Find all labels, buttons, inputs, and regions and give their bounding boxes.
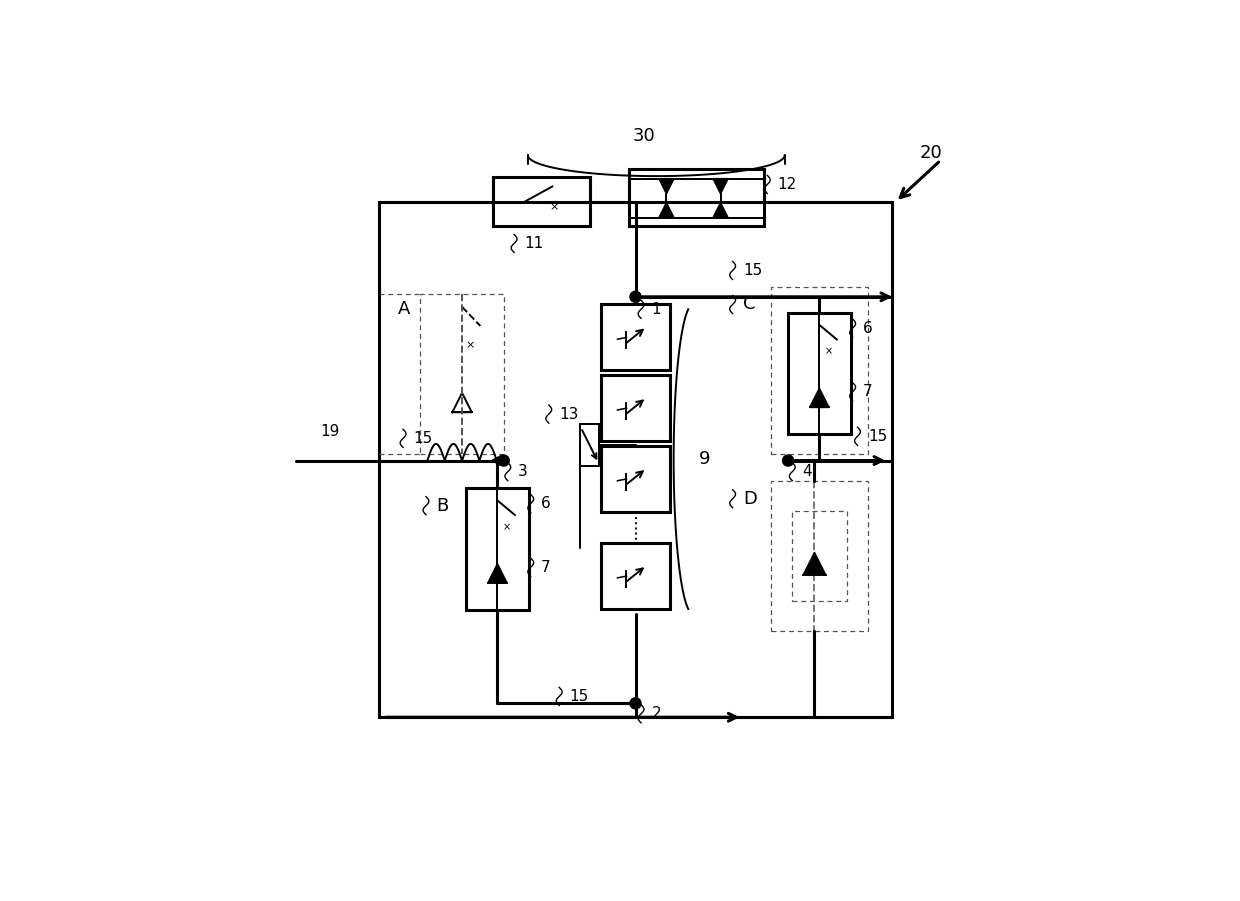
Text: 20: 20 xyxy=(920,144,942,162)
Text: 1: 1 xyxy=(651,302,661,317)
Text: 13: 13 xyxy=(559,406,579,422)
Text: 30: 30 xyxy=(632,127,655,145)
Bar xyxy=(629,169,764,226)
Text: 11: 11 xyxy=(525,236,544,250)
Text: ×: × xyxy=(502,523,511,532)
Text: 6: 6 xyxy=(541,496,551,511)
Text: 15: 15 xyxy=(413,431,433,446)
Text: C: C xyxy=(743,296,755,314)
Text: ×: × xyxy=(825,347,833,357)
Text: 15: 15 xyxy=(868,429,887,444)
Bar xyxy=(580,424,599,466)
Polygon shape xyxy=(658,203,675,218)
Polygon shape xyxy=(658,178,675,194)
Text: ×: × xyxy=(549,203,559,213)
Bar xyxy=(601,543,670,609)
Bar xyxy=(494,177,590,226)
Bar xyxy=(601,375,670,441)
Bar xyxy=(601,446,670,512)
Text: 15: 15 xyxy=(743,263,763,278)
Text: 7: 7 xyxy=(541,560,551,575)
Text: ×: × xyxy=(466,340,475,350)
Text: 15: 15 xyxy=(569,689,589,704)
Circle shape xyxy=(630,697,641,709)
Polygon shape xyxy=(487,564,507,583)
Circle shape xyxy=(630,291,641,303)
Polygon shape xyxy=(810,388,830,407)
Text: 3: 3 xyxy=(518,464,528,479)
Bar xyxy=(791,511,847,601)
Text: 7: 7 xyxy=(863,384,873,399)
Text: A: A xyxy=(398,300,410,318)
Bar xyxy=(789,313,851,434)
Bar xyxy=(466,488,528,610)
Polygon shape xyxy=(713,178,728,194)
Text: D: D xyxy=(743,490,756,507)
Text: 6: 6 xyxy=(863,321,873,335)
Text: 12: 12 xyxy=(777,177,797,192)
Polygon shape xyxy=(804,552,826,575)
Text: 2: 2 xyxy=(651,706,661,722)
Circle shape xyxy=(498,455,510,466)
Text: 4: 4 xyxy=(802,464,812,479)
Bar xyxy=(420,294,503,453)
Polygon shape xyxy=(713,203,728,218)
Text: 9: 9 xyxy=(699,450,711,469)
Circle shape xyxy=(782,455,794,466)
Bar xyxy=(601,305,670,370)
Text: 19: 19 xyxy=(320,423,340,439)
Bar xyxy=(771,287,868,453)
Text: B: B xyxy=(436,496,449,514)
Bar xyxy=(771,481,868,631)
